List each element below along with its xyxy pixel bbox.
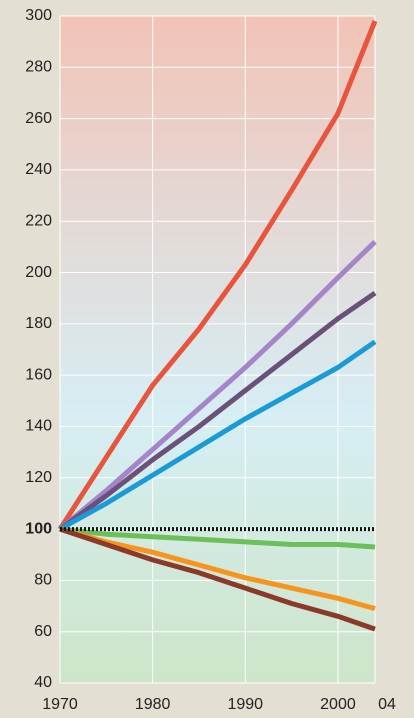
series-line	[58, 291, 377, 532]
series-line	[59, 526, 376, 550]
x-tick-label: 1980	[135, 696, 171, 713]
y-tick-label: 100	[25, 520, 52, 537]
y-tick-label: 260	[25, 110, 52, 127]
y-tick-label: 300	[25, 7, 52, 24]
x-tick-label: 1970	[42, 696, 78, 713]
y-tick-label: 60	[34, 623, 52, 640]
plot-area	[60, 16, 375, 683]
series-line	[57, 20, 378, 531]
y-tick-label: 240	[25, 161, 52, 178]
y-tick-label: 220	[25, 212, 52, 229]
y-tick-label: 40	[34, 674, 52, 691]
series-line	[59, 526, 376, 612]
series-line	[59, 526, 376, 632]
y-tick-label: 180	[25, 315, 52, 332]
series-line	[58, 339, 377, 532]
y-tick-label: 120	[25, 469, 52, 486]
y-tick-label: 280	[25, 59, 52, 76]
x-tick-label: 04	[378, 696, 396, 713]
x-tick-label: 1990	[227, 696, 263, 713]
y-tick-label: 140	[25, 418, 52, 435]
y-tick-label: 160	[25, 366, 52, 383]
y-tick-label: 80	[34, 572, 52, 589]
y-tick-label: 200	[25, 264, 52, 281]
series-line	[58, 240, 377, 532]
x-tick-label: 2000	[320, 696, 356, 713]
